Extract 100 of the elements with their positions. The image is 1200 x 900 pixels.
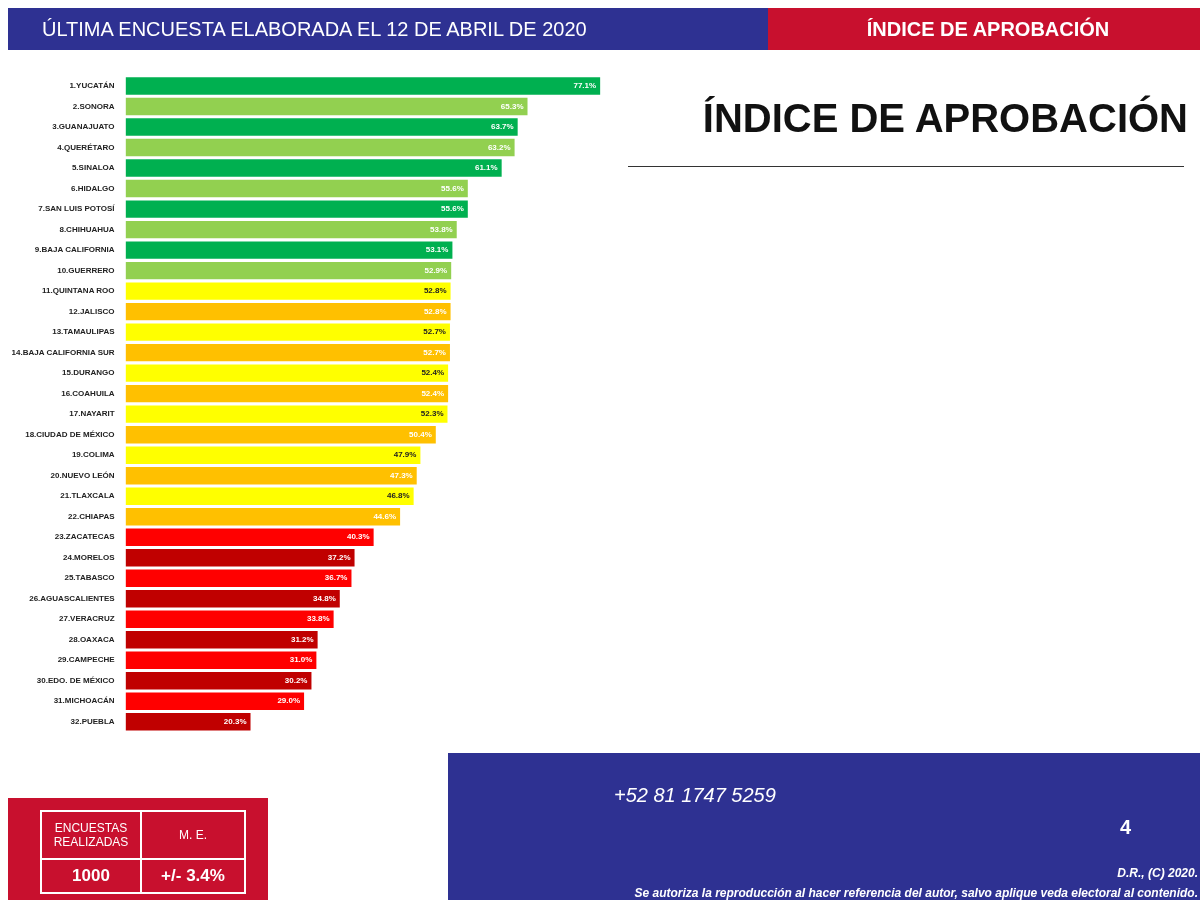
- y-tick-label: 12.JALISCO: [68, 306, 115, 316]
- data-label: 52.9%: [424, 265, 448, 275]
- data-label: 61.1%: [474, 163, 498, 173]
- y-tick-label: 28.OAXACA: [68, 634, 115, 644]
- data-label: 30.2%: [284, 675, 308, 685]
- y-tick-label: 19.COLIMA: [71, 450, 115, 460]
- bar: [125, 425, 436, 444]
- data-label: 33.8%: [306, 614, 330, 624]
- y-tick-label: 16.COAHUILA: [61, 388, 115, 398]
- y-tick-label: 26.AGUASCALIENTES: [29, 593, 116, 603]
- data-label: 52.3%: [420, 409, 444, 419]
- data-label: 47.3%: [390, 470, 413, 480]
- bar: [125, 200, 468, 218]
- data-label: 50.4%: [409, 429, 432, 439]
- data-label: 29.0%: [277, 696, 301, 706]
- data-label: 40.3%: [346, 532, 370, 542]
- text: ÚLTIMA ENCUESTA ELABORADA EL 12 DE ABRIL DE 2020: [8, 8, 768, 50]
- data-label: 52.8%: [423, 306, 447, 316]
- bar: [125, 713, 251, 731]
- bar: [125, 302, 451, 321]
- data-label: 52.8%: [423, 286, 447, 296]
- y-tick-label: 3.GUANAJUATO: [52, 122, 115, 132]
- y-tick-label: 8.CHIHUAHUA: [59, 224, 115, 234]
- bar: [125, 343, 450, 362]
- data-label: 31.0%: [289, 655, 313, 665]
- bar: [125, 405, 448, 423]
- data-label: 34.8%: [313, 593, 336, 603]
- y-tick-label: 1.YUCATÁN: [69, 81, 115, 91]
- y-tick-label: 31.MICHOACÁN: [53, 696, 115, 706]
- bar: [125, 118, 518, 136]
- bar: [125, 589, 340, 608]
- data-label: 55.6%: [441, 204, 464, 214]
- bar: [125, 159, 502, 177]
- y-tick-label: 23.ZACATECAS: [54, 532, 116, 542]
- data-label: 36.7%: [324, 573, 348, 583]
- y-tick-label: 20.NUEVO LEÓN: [50, 470, 115, 480]
- text: +52 81 1747 5259: [614, 784, 776, 807]
- bar: [125, 97, 528, 116]
- y-tick-label: 11.QUINTANA ROO: [42, 286, 115, 296]
- data-label: 63.7%: [490, 122, 514, 132]
- y-tick-label: 17.NAYARIT: [69, 409, 115, 419]
- text: 1000: [41, 859, 141, 893]
- data-label: 52.4%: [421, 388, 445, 398]
- y-tick-label: 27.VERACRUZ: [58, 614, 115, 624]
- y-tick-label: 2.SONORA: [72, 101, 115, 111]
- y-tick-label: 10.GUERRERO: [57, 265, 115, 275]
- bar: [125, 528, 374, 546]
- bar: [125, 487, 414, 505]
- bar: [125, 692, 305, 710]
- y-tick-label: 21.TLAXCALA: [60, 491, 115, 501]
- data-label: 52.4%: [421, 368, 445, 378]
- text: 4: [1120, 816, 1132, 839]
- y-tick-label: 18.CIUDAD DE MÉXICO: [25, 429, 115, 439]
- y-tick-label: 24.MORELOS: [62, 552, 116, 562]
- y-tick-label: 4.QUERÉTARO: [57, 142, 115, 152]
- bar: [125, 672, 312, 690]
- y-tick-label: 9.BAJA CALIFORNIA: [34, 245, 115, 255]
- data-label: 55.6%: [441, 183, 464, 193]
- y-tick-label: 5.SINALOA: [71, 163, 115, 173]
- bar: [125, 364, 449, 382]
- data-label: 52.7%: [423, 347, 446, 357]
- y-tick-label: 25.TABASCO: [64, 573, 115, 583]
- text: ÍNDICE DE APROBACIÓN: [701, 96, 1188, 141]
- y-tick-label: 13.TAMAULIPAS: [52, 327, 116, 337]
- data-label: 47.9%: [393, 450, 417, 460]
- y-tick-label: 14.BAJA CALIFORNIA SUR: [11, 347, 115, 357]
- y-tick-label: 7.SAN LUIS POTOSÍ: [38, 204, 116, 214]
- text: M. E.: [141, 811, 245, 859]
- data-label: 63.2%: [487, 142, 511, 152]
- data-label: 31.2%: [290, 634, 314, 644]
- y-tick-label: 6.HIDALGO: [71, 183, 115, 193]
- bar: [125, 651, 317, 669]
- text: ENCUESTAS REALIZADAS: [41, 811, 141, 859]
- data-label: 77.1%: [573, 81, 597, 91]
- y-tick-label: 29.CAMPECHE: [57, 655, 116, 665]
- bar: [125, 631, 318, 649]
- bar: [125, 610, 334, 628]
- data-label: 53.8%: [430, 224, 453, 234]
- bar: [125, 241, 453, 259]
- bar: [125, 77, 601, 95]
- data-label: 20.3%: [223, 716, 247, 726]
- bar: [125, 466, 417, 485]
- bar: [125, 138, 515, 157]
- text: D.R., (C) 2020.: [1116, 866, 1198, 880]
- bar: [125, 282, 451, 300]
- data-label: 52.7%: [423, 327, 446, 337]
- bar: [125, 446, 421, 464]
- bar: [125, 384, 449, 403]
- data-label: 37.2%: [327, 552, 351, 562]
- data-label: 46.8%: [386, 491, 410, 501]
- data-label: 44.6%: [373, 511, 397, 521]
- text: +/- 3.4%: [141, 859, 245, 893]
- y-tick-label: 15.DURANGO: [62, 368, 115, 378]
- y-tick-label: 32.PUEBLA: [70, 716, 115, 726]
- bar: [125, 261, 452, 280]
- data-label: 65.3%: [500, 101, 524, 111]
- bar: [125, 220, 457, 239]
- bar: [125, 569, 352, 587]
- bar: [125, 179, 468, 198]
- bar: [125, 507, 401, 526]
